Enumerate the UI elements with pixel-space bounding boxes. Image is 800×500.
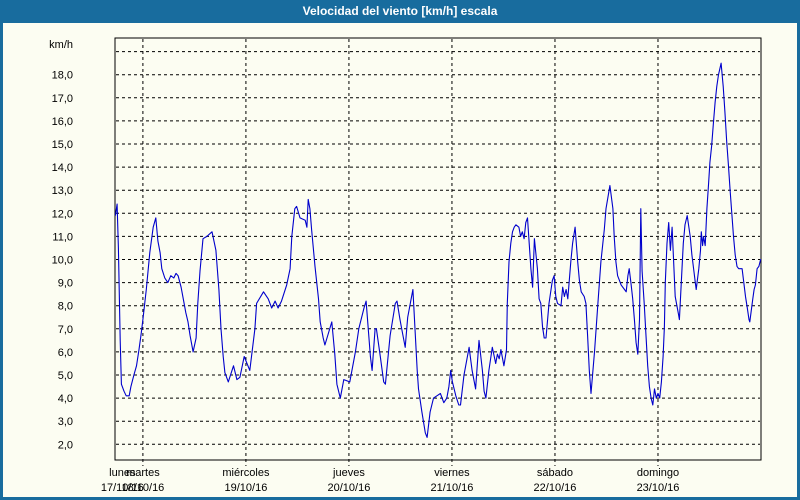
y-tick-label: 4,0 xyxy=(58,393,73,405)
y-tick-label: 5,0 xyxy=(58,370,73,382)
y-tick-label: 6,0 xyxy=(58,347,73,359)
y-tick-label: 12,0 xyxy=(52,208,73,220)
y-tick-label: 13,0 xyxy=(52,185,73,197)
x-day-label: jueves xyxy=(332,467,365,479)
x-day-label: domingo xyxy=(637,467,679,479)
y-tick-label: 3,0 xyxy=(58,416,73,428)
plot-frame xyxy=(114,37,762,461)
x-date-label: 23/10/16 xyxy=(637,482,680,494)
y-tick-label: 10,0 xyxy=(52,255,73,267)
y-tick-label: 7,0 xyxy=(58,324,73,336)
y-axis-unit-label: km/h xyxy=(49,39,73,51)
y-tick-label: 11,0 xyxy=(52,231,73,243)
x-date-label: 21/10/16 xyxy=(431,482,474,494)
y-tick-label: 15,0 xyxy=(52,139,73,151)
y-tick-label: 16,0 xyxy=(52,116,73,128)
window-title: Velocidad del viento [km/h] escala xyxy=(302,4,498,18)
y-tick-label: 14,0 xyxy=(52,162,73,174)
y-tick-label: 18,0 xyxy=(52,70,73,82)
x-day-label: sábado xyxy=(537,467,573,479)
x-date-label: 17/10/16 xyxy=(101,482,144,494)
x-day-label: lunes xyxy=(109,467,136,479)
x-date-label: 19/10/16 xyxy=(225,482,268,494)
x-date-label: 20/10/16 xyxy=(328,482,371,494)
y-tick-label: 8,0 xyxy=(58,301,73,313)
wind-speed-series-line xyxy=(114,62,762,438)
x-date-label: 22/10/16 xyxy=(534,482,577,494)
x-day-label: miércoles xyxy=(222,467,270,479)
y-tick-label: 9,0 xyxy=(58,278,73,290)
x-date-label: 18/10/16 xyxy=(121,482,164,494)
y-tick-label: 17,0 xyxy=(52,93,73,105)
x-day-label: viernes xyxy=(434,467,470,479)
title-bar: Velocidad del viento [km/h] escala xyxy=(0,0,800,23)
x-day-label: martes xyxy=(126,467,160,479)
y-tick-label: 2,0 xyxy=(58,439,73,451)
